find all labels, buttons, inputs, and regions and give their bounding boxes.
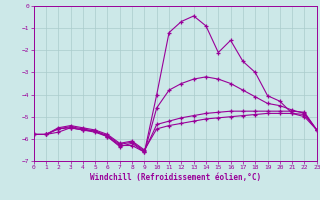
X-axis label: Windchill (Refroidissement éolien,°C): Windchill (Refroidissement éolien,°C) bbox=[90, 173, 261, 182]
